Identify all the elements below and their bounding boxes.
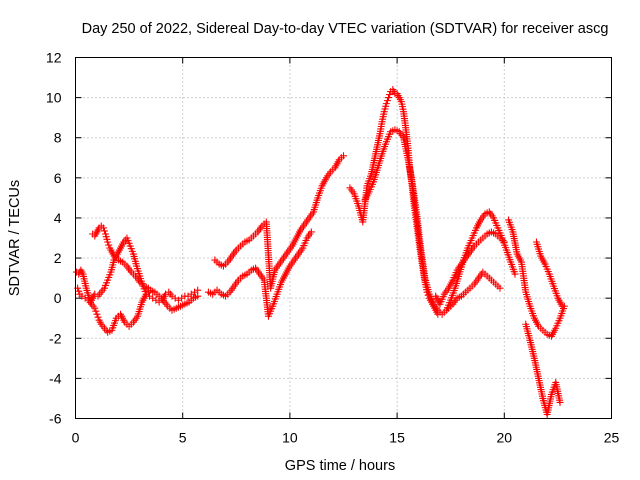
y-tick-labels: -6 -4 -2 0 2 4 6 8 10 12 <box>46 50 62 427</box>
x-tick-label: 25 <box>604 430 620 446</box>
x-tick-label: 5 <box>179 430 187 446</box>
data-point <box>93 310 101 318</box>
y-tick-label: 6 <box>54 170 62 186</box>
y-tick-label: 4 <box>54 210 62 226</box>
data-point-interp <box>100 227 108 235</box>
x-tick-labels: 0 5 10 15 20 25 <box>72 430 620 446</box>
data-point <box>382 100 390 108</box>
y-axis-label: SDTVAR / TECUs <box>7 180 23 296</box>
data-point <box>385 94 393 102</box>
x-tick-label: 10 <box>282 430 298 446</box>
y-tick-label: -2 <box>49 330 62 346</box>
data-point <box>556 398 564 406</box>
data-point <box>194 292 202 300</box>
y-tick-label: 2 <box>54 250 62 266</box>
x-tick-label: 20 <box>497 430 513 446</box>
y-tick-label: -6 <box>49 411 62 427</box>
y-tick-label: 12 <box>46 50 62 66</box>
data-point <box>511 270 519 278</box>
data-point <box>104 238 112 246</box>
data-point <box>340 152 347 160</box>
data-point-interp <box>383 97 391 105</box>
chart-title: Day 250 of 2022, Sidereal Day-to-day VTE… <box>82 21 609 37</box>
x-axis-label: GPS time / hours <box>285 458 395 474</box>
data-point <box>144 284 152 292</box>
x-tick-label: 15 <box>389 430 405 446</box>
data-point <box>496 284 504 292</box>
data-point <box>194 286 202 294</box>
data-point-interp <box>92 307 100 315</box>
y-tick-label: 0 <box>54 290 62 306</box>
data-point <box>307 228 315 236</box>
data-points-layer <box>73 86 568 418</box>
data-point-interp <box>386 91 394 99</box>
plot-frame <box>75 57 612 419</box>
y-tick-label: -4 <box>49 370 62 386</box>
ticks-layer <box>75 57 612 419</box>
y-tick-label: 10 <box>46 90 62 106</box>
data-point-interp <box>94 313 102 321</box>
data-point <box>558 302 566 310</box>
data-point-interp <box>75 287 83 295</box>
grid-layer <box>75 57 612 419</box>
y-tick-label: 8 <box>54 130 62 146</box>
data-point <box>91 304 99 312</box>
data-point-interp <box>105 241 113 249</box>
data-point <box>99 224 107 232</box>
x-tick-label: 0 <box>72 430 80 446</box>
data-point <box>500 238 508 246</box>
